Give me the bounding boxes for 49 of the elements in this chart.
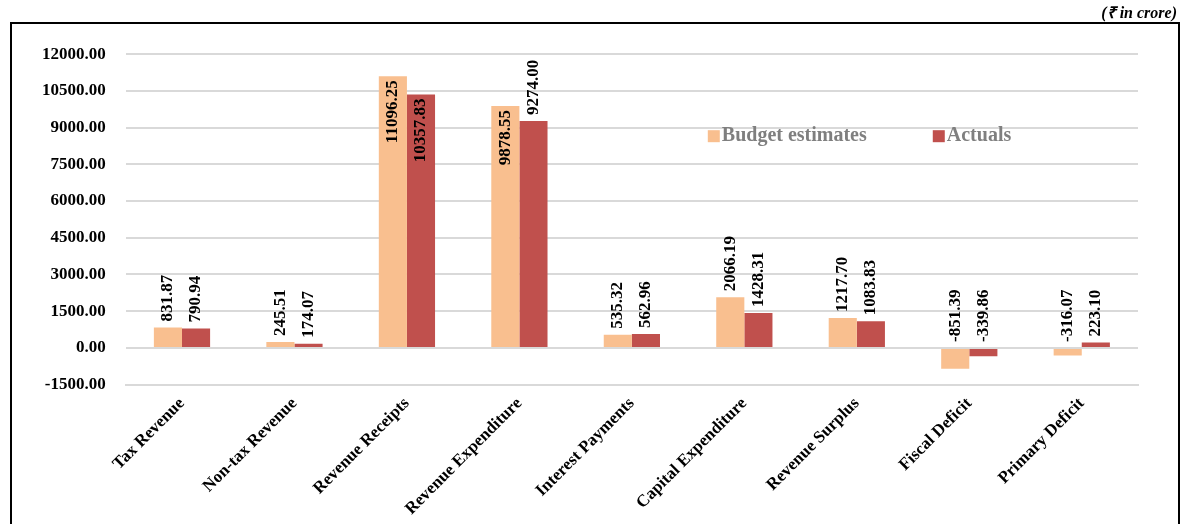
bar <box>294 343 323 347</box>
data-label: 2066.19 <box>719 236 739 292</box>
bar <box>716 297 745 347</box>
data-label: 1083.83 <box>860 260 880 316</box>
bar <box>153 327 182 347</box>
y-tick-label: 7500.00 <box>50 153 106 173</box>
bar <box>378 76 407 347</box>
data-label: 223.10 <box>1085 289 1105 337</box>
y-tick-label: 9000.00 <box>50 117 106 137</box>
bar <box>1081 342 1110 347</box>
y-tick-label: 3000.00 <box>50 263 106 283</box>
data-label: -316.07 <box>1057 288 1077 342</box>
bar <box>603 334 632 347</box>
bar <box>969 348 998 357</box>
legend-label: Actuals <box>946 123 1012 146</box>
data-label: 174.07 <box>297 290 317 338</box>
y-tick-label: 1500.00 <box>50 300 106 320</box>
data-label: -339.86 <box>972 289 992 342</box>
y-tick-label: 0.00 <box>76 337 106 357</box>
bar <box>856 321 885 347</box>
bar <box>406 94 436 347</box>
bar <box>266 341 295 347</box>
bar <box>181 328 211 347</box>
data-label: -851.39 <box>944 289 964 342</box>
data-label: 1217.70 <box>832 256 852 313</box>
data-label: 245.51 <box>269 289 289 336</box>
data-label: 562.96 <box>635 281 655 329</box>
y-tick-label: 10500.00 <box>42 80 106 100</box>
data-label: 535.32 <box>607 282 627 329</box>
y-tick-label: 4500.00 <box>50 227 106 247</box>
data-label: 9274.00 <box>522 59 542 115</box>
y-tick-label: -1500.00 <box>44 373 106 393</box>
text: (₹ in crore) <box>1101 3 1177 23</box>
bar <box>519 120 548 347</box>
data-label: 10357.83 <box>410 98 430 163</box>
bar <box>941 348 970 369</box>
legend-label: Budget estimates <box>721 123 867 147</box>
y-tick-label: 12000.00 <box>42 43 106 63</box>
bar <box>631 334 660 347</box>
bar <box>828 318 857 347</box>
data-label: 1428.31 <box>747 251 767 307</box>
data-label: 790.94 <box>185 275 205 323</box>
data-label: 831.87 <box>157 274 177 322</box>
bar <box>491 106 520 347</box>
bar <box>1053 348 1082 356</box>
bar <box>744 312 773 347</box>
data-label: 11096.25 <box>382 80 402 144</box>
data-label: 9878.55 <box>494 110 514 166</box>
y-tick-label: 6000.00 <box>50 190 106 210</box>
